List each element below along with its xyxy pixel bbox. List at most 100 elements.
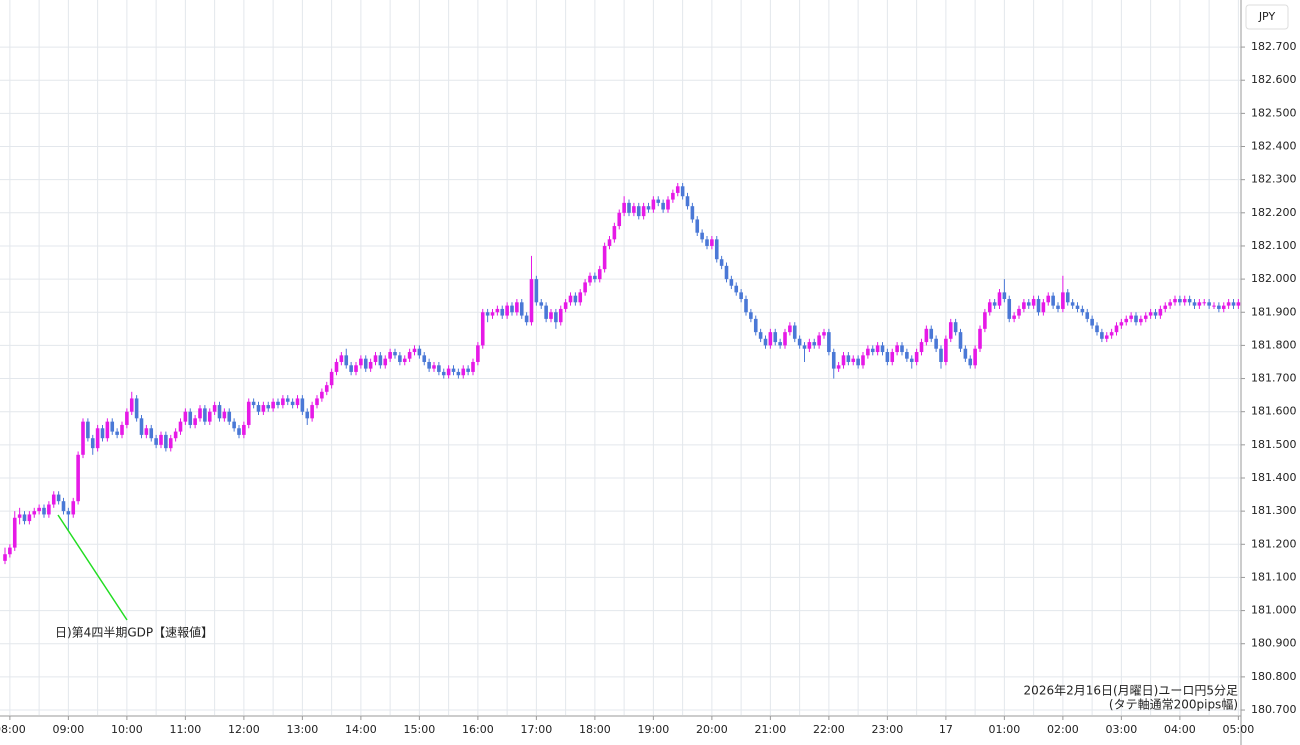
footnote: 2026年2月16日(月曜日)ユーロ円5分足 [1024,684,1238,698]
candle-body [115,431,119,435]
candle-body [583,282,587,293]
candle-body [987,302,992,313]
candle-body [578,292,583,303]
candle-body [432,365,436,369]
candle-body [983,312,987,329]
candle-body [890,352,895,362]
candle-body [154,438,158,445]
y-tick-label: 181.000 [1251,604,1297,617]
candle-body [1051,295,1055,306]
x-tick-label: 10:00 [111,723,143,736]
candle-body [812,342,817,346]
candle-body [841,355,846,366]
candle-body [636,206,641,217]
y-tick-label: 182.500 [1251,106,1297,119]
candle-body [729,279,734,286]
candle-body [3,554,7,561]
candle-body [568,295,573,303]
candle-body [554,312,558,323]
y-tick-label: 182.000 [1251,272,1297,285]
candle-body [86,421,90,439]
candle-body [1017,308,1021,316]
candle-body [714,239,719,260]
candle-body [680,186,685,197]
candle-body [914,352,919,362]
candle-body [378,355,383,366]
candle-body [193,418,197,425]
candle-body [661,202,665,210]
y-tick-label: 181.500 [1251,438,1297,451]
candle-body [573,295,578,303]
candle-body [905,352,909,359]
candle-body [1178,298,1182,303]
candle-body [866,348,870,356]
candle-body [1046,295,1051,303]
candle-body [149,428,154,439]
candle-body [446,368,451,376]
candle-body [749,312,753,319]
candle-body [1197,302,1202,306]
candle-body [617,212,622,227]
candle-body [944,338,948,362]
candle-body [485,312,490,316]
candle-body [398,355,402,362]
x-tick-label: 05:00 [1223,723,1255,736]
candle-body [632,206,636,213]
candle-body [393,352,397,356]
candle-body [339,355,344,362]
candle-body [427,361,431,369]
candle-body [251,401,256,406]
candle-body [500,308,505,316]
candle-body [792,325,797,339]
candle-body [17,514,22,518]
candle-body [924,328,929,343]
candle-body [909,358,914,362]
candle-body [768,332,773,346]
candle-body [671,192,675,200]
candle-body [217,405,222,419]
candle-body [129,398,134,412]
candle-body [461,368,466,376]
candle-body [125,411,129,425]
candle-body [441,371,446,376]
candle-body [797,338,802,346]
candle-body [61,501,66,512]
candle-body [563,302,568,309]
candle-body [188,411,193,425]
candle-body [602,245,607,270]
candle-body [622,202,626,213]
candle-body [919,342,924,353]
candle-body [1085,312,1090,319]
x-tick-label: 19:00 [638,723,670,736]
candle-body [1124,318,1129,323]
candle-body [753,318,758,333]
x-tick-label: 09:00 [53,723,85,736]
candle-body [402,358,407,362]
candle-body [895,345,899,353]
candle-body [710,239,714,246]
candle-body [490,312,495,316]
candle-body [222,411,227,419]
y-tick-label: 181.900 [1251,305,1297,318]
candle-body [612,226,617,240]
candle-body [846,355,851,362]
candle-body [1061,292,1065,309]
candle-body [359,358,363,366]
candle-body [1173,298,1177,303]
candle-body [549,312,553,319]
candle-body [1095,325,1099,333]
candle-body [1236,302,1241,306]
candle-body [1153,312,1158,316]
candle-body [320,391,324,399]
candle-body [373,355,378,362]
candle-body [66,511,71,515]
y-tick-label: 180.800 [1251,670,1297,683]
candle-body [1080,308,1085,313]
candle-body [870,348,875,353]
candle-body [807,342,812,349]
candle-body [232,421,236,429]
candle-body [227,411,232,422]
candle-body [47,504,51,515]
candle-body [534,279,539,303]
